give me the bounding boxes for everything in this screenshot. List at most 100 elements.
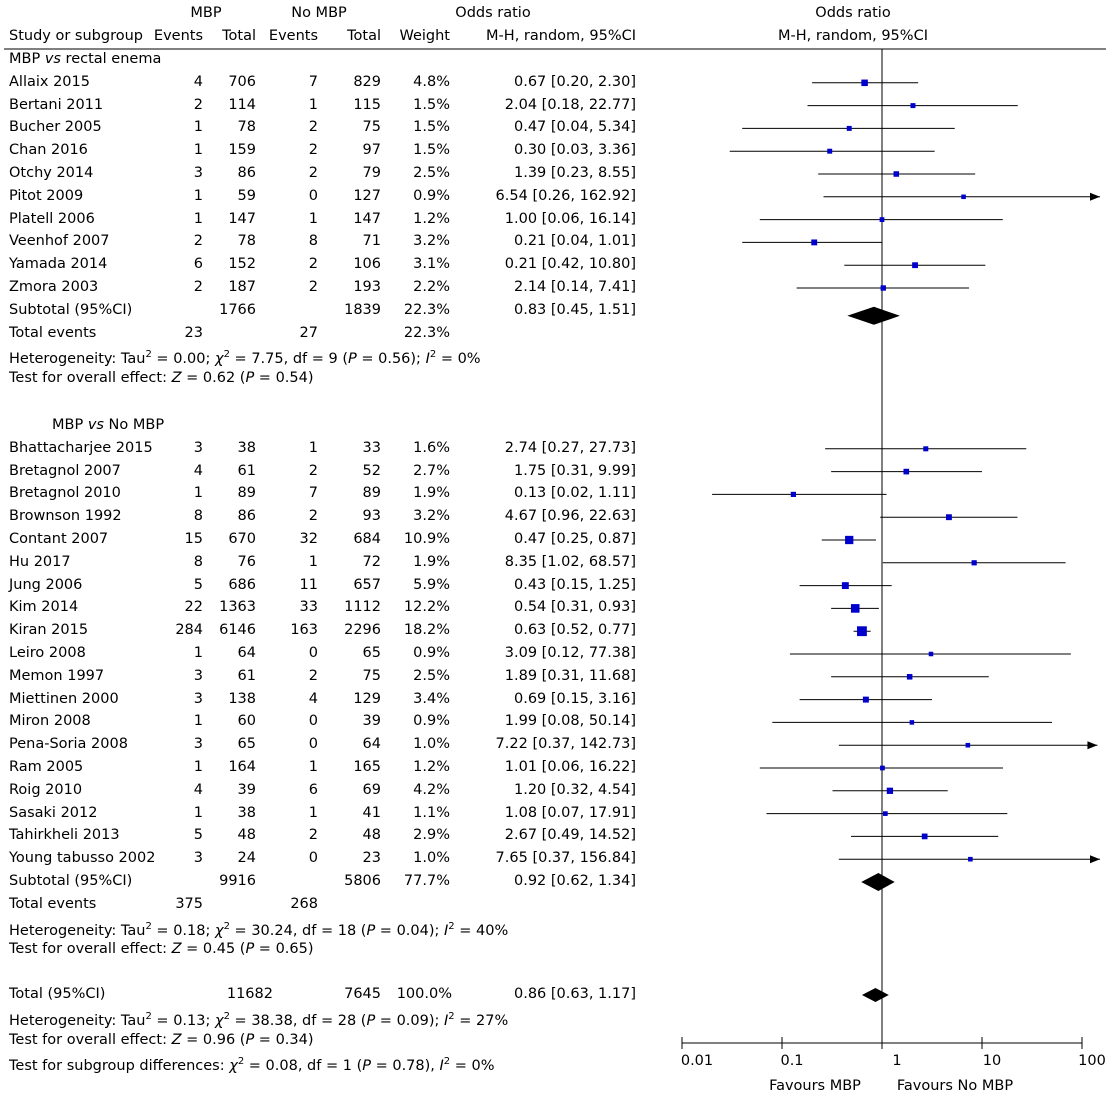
- subgroup-title-vs: vs: [87, 417, 104, 433]
- point-estimate: [879, 217, 885, 222]
- header-group1: MBP: [190, 5, 222, 21]
- ci-arrow: [1090, 192, 1100, 201]
- events-mbp: 3: [193, 667, 203, 684]
- study-name: Kim 2014: [9, 599, 79, 616]
- point-estimate: [841, 582, 849, 590]
- subtotal-total-no-mbp: 5806: [344, 873, 381, 889]
- sgd-b: = 0.08, df = 1 (: [244, 1058, 363, 1075]
- weight: 1.6%: [413, 439, 450, 456]
- events-mbp: 4: [193, 73, 203, 90]
- heterogeneity: Heterogeneity: Tau2 = 0.18; χ2 = 30.24, …: [9, 918, 508, 940]
- weight: 1.9%: [413, 485, 450, 502]
- point-estimate: [961, 194, 966, 200]
- total-no-mbp: 65: [362, 645, 381, 661]
- total-heterogeneity-c: = 38.38, df = 28 (: [229, 1012, 367, 1029]
- total-no-mbp: 33: [362, 439, 381, 456]
- study-name: Bretagnol 2010: [9, 485, 121, 502]
- study-name: Bucher 2005: [9, 119, 102, 136]
- subgroup-title: MBP vs No MBP: [52, 416, 164, 434]
- total-heterogeneity-p: P: [366, 1012, 376, 1029]
- odds-ratio-ci: 0.67 [0.20, 2.30]: [514, 73, 636, 90]
- total-events-label: Total events: [9, 324, 97, 341]
- odds-ratio-ci: 1.00 [0.06, 16.14]: [504, 210, 636, 227]
- overall-effect-a: Test for overall effect:: [9, 370, 172, 387]
- events-no-mbp: 0: [308, 645, 318, 661]
- odds-ratio-ci: 2.14 [0.14, 7.41]: [514, 279, 636, 295]
- total-no-mbp: 75: [362, 667, 381, 684]
- odds-ratio-ci: 1.01 [0.06, 16.22]: [504, 759, 636, 775]
- weight: 3.2%: [413, 233, 450, 250]
- weight: 1.9%: [413, 553, 450, 570]
- odds-ratio-ci: 0.69 [0.15, 3.16]: [514, 690, 636, 707]
- total-mbp: 39: [237, 781, 256, 798]
- overall-effect-c: = 0.65): [254, 941, 314, 958]
- events-no-mbp: 0: [308, 713, 318, 730]
- total-no-mbp: 165: [353, 759, 381, 775]
- overall-effect: Test for overall effect: Z = 0.45 (P = 0…: [9, 940, 314, 958]
- study-name: Yamada 2014: [9, 256, 108, 273]
- weight: 2.5%: [413, 667, 450, 684]
- events-no-mbp: 6: [308, 781, 318, 798]
- study-name: Pena-Soria 2008: [9, 736, 128, 753]
- events-mbp: 22: [184, 599, 203, 616]
- total-events-mbp: 23: [184, 324, 203, 341]
- sgd-chi: χ: [229, 1058, 238, 1075]
- study-name: Miron 2008: [9, 713, 91, 730]
- odds-ratio-ci: 0.21 [0.04, 1.01]: [514, 233, 636, 250]
- odds-ratio-ci: 0.63 [0.52, 0.77]: [514, 622, 636, 639]
- total-overall-effect-z: Z: [171, 1031, 182, 1048]
- subgroup-title-vs: vs: [44, 51, 61, 67]
- overall-effect-p: P: [245, 941, 255, 958]
- sgd-i-sup: 2: [443, 1056, 451, 1068]
- total-no-mbp: 39: [362, 713, 381, 730]
- subtotal-weight: 22.3%: [403, 301, 450, 318]
- total-mbp: 86: [237, 508, 256, 525]
- total-mbp: 11682: [226, 986, 273, 1002]
- subtotal-label: Subtotal (95%CI): [9, 873, 133, 889]
- sgd-a: Test for subgroup differences:: [9, 1058, 230, 1075]
- events-mbp: 8: [193, 508, 203, 525]
- study-name: Kiran 2015: [9, 622, 89, 639]
- events-mbp: 2: [193, 96, 203, 113]
- study-name: Leiro 2008: [9, 645, 86, 661]
- sgd-i: I: [439, 1058, 444, 1075]
- events-mbp: 4: [193, 462, 203, 479]
- events-mbp: 1: [193, 645, 203, 661]
- events-mbp: 1: [193, 759, 203, 775]
- events-mbp: 3: [193, 850, 203, 867]
- heterogeneity-d: = 0.56);: [356, 351, 426, 368]
- point-estimate: [861, 79, 868, 87]
- odds-ratio-ci: 3.09 [0.12, 77.38]: [504, 645, 636, 661]
- point-estimate: [921, 833, 928, 840]
- header-weight: Weight: [399, 28, 450, 44]
- heterogeneity-chi: χ: [214, 922, 224, 939]
- total-label: Total (95%CI): [9, 986, 106, 1002]
- heterogeneity-tau-sup: 2: [145, 349, 152, 361]
- weight: 1.1%: [413, 804, 450, 821]
- heterogeneity-chi: χ: [214, 351, 224, 368]
- events-mbp: 1: [193, 142, 203, 159]
- total-events-no-mbp: 268: [290, 895, 318, 912]
- events-no-mbp: 8: [308, 233, 318, 250]
- weight: 2.9%: [413, 827, 450, 844]
- total-mbp: 24: [237, 850, 256, 867]
- events-mbp: 5: [193, 827, 203, 844]
- point-estimate: [923, 446, 929, 452]
- point-estimate: [862, 696, 869, 703]
- total-no-mbp: 64: [362, 736, 381, 753]
- point-estimate: [790, 491, 796, 498]
- total-mbp: 60: [237, 713, 256, 730]
- events-no-mbp: 1: [308, 759, 318, 775]
- odds-ratio-ci: 0.47 [0.04, 5.34]: [514, 119, 636, 136]
- subtotal-total-mbp: 9916: [219, 873, 256, 889]
- favours-right-label: Favours No MBP: [897, 1078, 1013, 1094]
- total-overall-effect: Test for overall effect: Z = 0.96 (P = 0…: [9, 1031, 314, 1049]
- heterogeneity-c: = 30.24, df = 18 (: [229, 922, 367, 939]
- header-study: Study or subgroup: [9, 28, 143, 44]
- sgd-d: = 0%: [450, 1058, 495, 1075]
- heterogeneity-chi-sup: 2: [223, 349, 230, 361]
- header-events1: Events: [153, 28, 203, 44]
- odds-ratio-ci: 1.89 [0.31, 11.68]: [504, 667, 636, 684]
- weight: 2.5%: [413, 165, 450, 181]
